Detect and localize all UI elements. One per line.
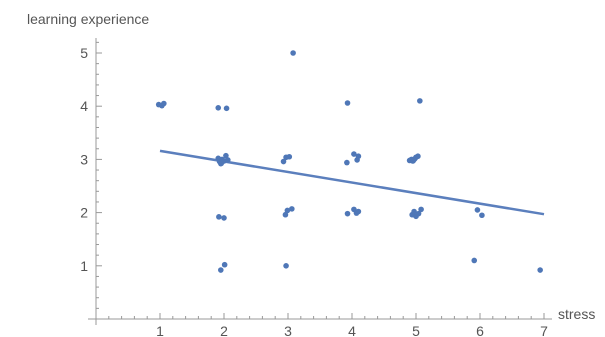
x-tick-label: 4 bbox=[348, 323, 356, 337]
data-point bbox=[355, 208, 362, 215]
data-point bbox=[289, 206, 295, 212]
y-tick-label: 3 bbox=[80, 151, 88, 167]
data-point bbox=[215, 104, 222, 111]
x-tick-label: 5 bbox=[412, 323, 420, 337]
data-point bbox=[286, 153, 293, 160]
data-point bbox=[537, 267, 543, 273]
x-tick-label: 1 bbox=[156, 323, 164, 337]
y-tick-label: 5 bbox=[80, 45, 88, 61]
x-tick-label: 6 bbox=[476, 323, 484, 337]
data-point bbox=[474, 207, 481, 213]
data-point bbox=[344, 210, 351, 217]
data-point bbox=[223, 152, 229, 159]
data-point bbox=[471, 257, 478, 264]
data-point bbox=[355, 153, 362, 160]
data-point bbox=[223, 105, 230, 112]
data-point bbox=[161, 100, 167, 107]
data-point bbox=[417, 98, 423, 104]
data-point bbox=[418, 206, 424, 213]
x-tick-label: 3 bbox=[284, 323, 292, 337]
x-tick-label: 7 bbox=[540, 323, 548, 337]
data-point bbox=[216, 214, 222, 220]
data-point bbox=[282, 211, 289, 218]
data-point bbox=[415, 153, 421, 160]
data-point bbox=[290, 50, 296, 56]
y-tick-label: 1 bbox=[80, 258, 88, 274]
axes bbox=[88, 38, 552, 325]
data-points bbox=[155, 50, 543, 273]
data-point bbox=[221, 261, 228, 268]
data-point bbox=[415, 210, 422, 217]
data-point bbox=[351, 151, 357, 157]
data-point bbox=[218, 267, 224, 273]
data-point bbox=[221, 215, 227, 221]
x-axis-label: stress bbox=[558, 306, 595, 322]
y-axis-label: learning experience bbox=[27, 11, 149, 27]
data-point bbox=[344, 100, 351, 106]
x-tick-label: 2 bbox=[220, 323, 228, 337]
y-tick-label: 2 bbox=[80, 205, 88, 221]
data-point bbox=[479, 212, 485, 219]
ticks bbox=[95, 41, 545, 319]
data-point bbox=[344, 159, 350, 166]
data-point bbox=[218, 160, 225, 166]
data-point bbox=[283, 263, 289, 269]
data-point bbox=[411, 208, 417, 215]
data-point bbox=[280, 158, 287, 165]
data-point bbox=[225, 157, 231, 163]
data-point bbox=[410, 157, 417, 164]
y-tick-label: 4 bbox=[80, 98, 88, 114]
tick-labels: 1 2 3 4 5 6 7 1 2 3 4 5 bbox=[80, 45, 548, 337]
data-point bbox=[284, 207, 291, 214]
